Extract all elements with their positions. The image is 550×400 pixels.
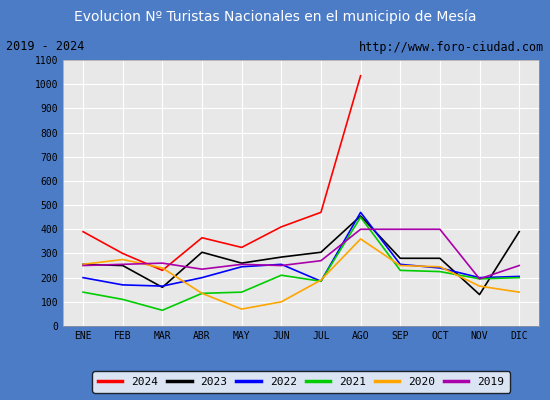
Text: http://www.foro-ciudad.com: http://www.foro-ciudad.com bbox=[359, 40, 544, 54]
Text: 2019 - 2024: 2019 - 2024 bbox=[6, 40, 84, 54]
Legend: 2024, 2023, 2022, 2021, 2020, 2019: 2024, 2023, 2022, 2021, 2020, 2019 bbox=[92, 372, 510, 392]
Text: Evolucion Nº Turistas Nacionales en el municipio de Mesía: Evolucion Nº Turistas Nacionales en el m… bbox=[74, 10, 476, 24]
